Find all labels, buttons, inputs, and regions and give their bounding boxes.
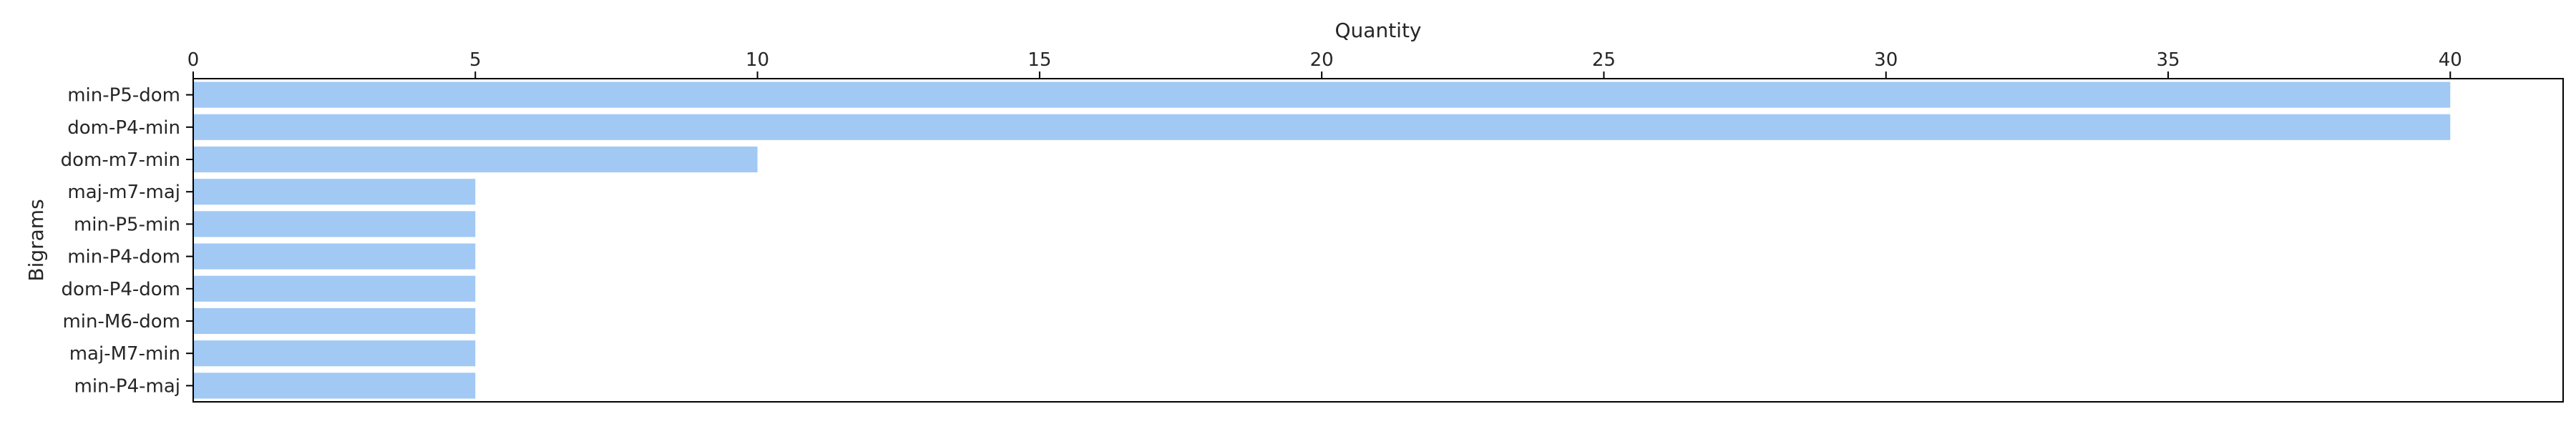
bar-min-P4-maj: [193, 373, 476, 399]
x-axis-title: Quantity: [1335, 19, 1422, 42]
y-tick-label: dom-P4-dom: [62, 279, 180, 300]
bar-dom-P4-min: [193, 114, 2451, 140]
bar-min-M6-dom: [193, 307, 476, 335]
x-tick-label: 35: [2156, 49, 2180, 71]
x-tick-label: 0: [187, 49, 200, 71]
bar-dom-P4-dom: [193, 275, 476, 302]
y-tick-label: maj-m7-maj: [67, 182, 180, 203]
y-tick-label: dom-m7-min: [61, 149, 180, 171]
plot-area-frame: [192, 78, 2564, 403]
y-tick-label: min-P4-maj: [74, 375, 181, 397]
y-tick-label: min-P5-dom: [67, 85, 180, 107]
bar-min-P4-dom: [193, 243, 476, 270]
bar-min-P5-dom: [193, 82, 2451, 108]
y-tick-label: min-P4-dom: [67, 247, 180, 268]
x-axis-ticks: 0 5 10 15 20 25 30 35 40: [187, 49, 2462, 79]
y-axis-title: Bigrams: [24, 199, 48, 281]
x-tick-label: 5: [469, 49, 482, 71]
x-tick-label: 20: [1310, 49, 1334, 71]
x-tick-label: 15: [1028, 49, 1051, 71]
bar-maj-M7-min: [193, 340, 476, 367]
bars-layer: [193, 82, 2451, 399]
y-tick-label: min-M6-dom: [62, 311, 180, 332]
x-tick-label: 30: [1874, 49, 1898, 71]
x-tick-label: 10: [746, 49, 769, 71]
axes-layer: [192, 78, 2564, 403]
y-tick-label: maj-M7-min: [69, 343, 180, 365]
bar-dom-m7-min: [193, 146, 758, 173]
x-tick-label: 25: [1592, 49, 1616, 71]
y-tick-label: min-P5-min: [74, 214, 180, 235]
bar-min-P5-min: [193, 211, 476, 237]
bar-maj-m7-maj: [193, 179, 476, 205]
y-axis-ticks: min-P5-dom dom-P4-min dom-m7-min maj-m7-maj…: [61, 85, 193, 397]
x-tick-label: 40: [2439, 49, 2462, 71]
y-tick-label: dom-P4-min: [67, 117, 180, 139]
